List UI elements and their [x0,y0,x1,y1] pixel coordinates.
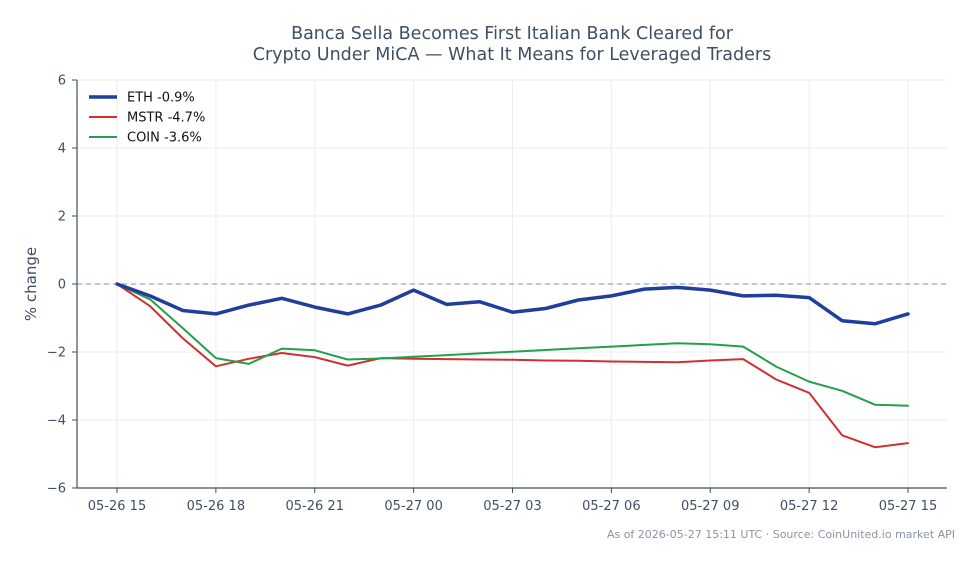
y-tick-label: 0 [58,278,66,293]
series-line-2 [116,283,909,407]
series-line-1 [116,283,909,449]
series-group [115,282,910,449]
y-tick-label: −2 [47,346,66,361]
legend-label-2: COIN -3.6% [127,131,202,146]
y-tick-label: −4 [47,414,66,429]
y-axis-label: % change [22,247,40,321]
footer-source: As of 2026-05-27 15:11 UTC · Source: Coi… [607,528,955,541]
x-tick-label: 05-27 15 [879,499,937,514]
x-tick-label: 05-27 00 [384,499,442,514]
x-tick-label: 05-26 18 [187,499,245,514]
chart-title-line-2: Crypto Under MiCA — What It Means for Le… [253,45,771,65]
y-tick-label: 4 [58,142,66,157]
x-tick-label: 05-27 03 [483,499,541,514]
legend: ETH -0.9% MSTR -4.7% COIN -3.6% [89,91,205,146]
y-tick-label: 2 [58,210,66,225]
chart-title-line-1: Banca Sella Becomes First Italian Bank C… [291,24,734,44]
x-tick-label: 05-27 12 [780,499,838,514]
legend-label-1: MSTR -4.7% [127,111,205,126]
series-line-0 [115,282,910,326]
axes [72,79,947,493]
x-tick-label: 05-27 06 [582,499,640,514]
x-tick-label: 05-26 21 [286,499,344,514]
x-tick-label: 05-26 15 [88,499,146,514]
x-tick-label: 05-27 09 [681,499,739,514]
tick-labels: 6 4 2 0 −2 −4 −6 05-26 15 05-26 18 05-26 21 05-27 … [47,74,937,515]
y-tick-label: 6 [58,74,66,89]
y-tick-label: −6 [47,482,66,497]
legend-label-0: ETH -0.9% [127,91,195,106]
